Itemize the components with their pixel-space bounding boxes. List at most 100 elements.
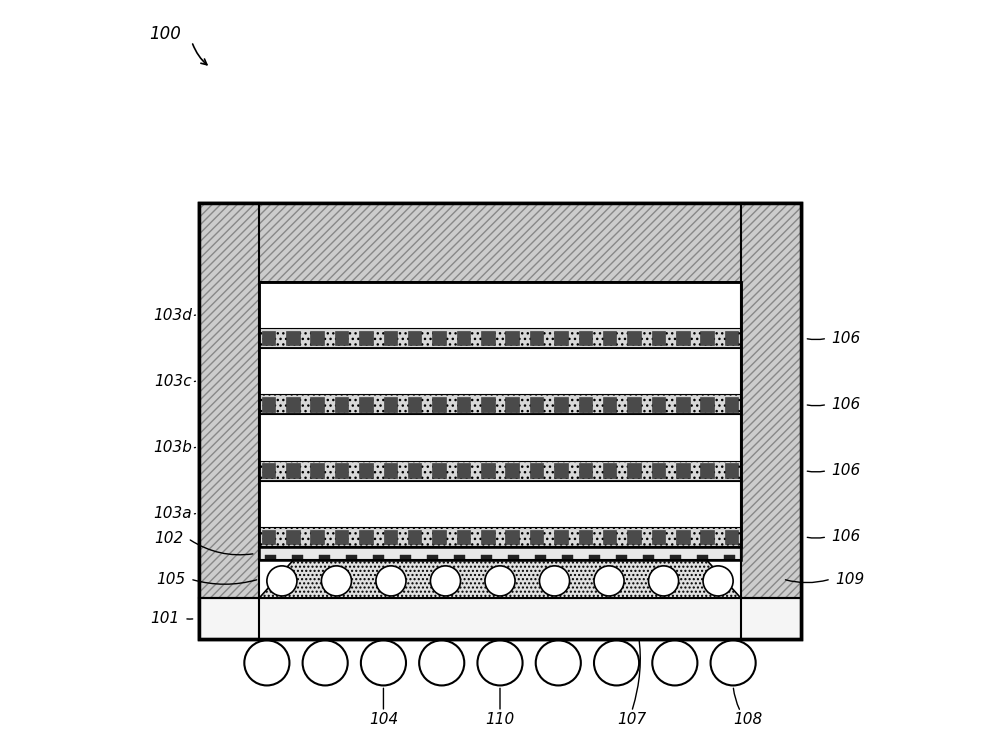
Bar	[670, 555, 681, 559]
Bar	[481, 331, 495, 345]
Bar	[432, 463, 446, 478]
Bar	[359, 529, 373, 544]
Bar	[505, 529, 519, 544]
Bar	[700, 529, 714, 544]
Bar	[259, 527, 741, 547]
Text: 102: 102	[154, 531, 184, 546]
Bar	[427, 555, 438, 559]
Bar	[603, 397, 616, 411]
Bar	[335, 397, 348, 411]
Bar	[199, 203, 259, 639]
Circle shape	[652, 641, 697, 686]
Circle shape	[419, 641, 464, 686]
Bar	[725, 529, 738, 544]
Bar	[457, 331, 470, 345]
Text: 106: 106	[831, 397, 861, 412]
Bar	[310, 529, 324, 544]
Circle shape	[649, 566, 679, 596]
Bar	[384, 397, 397, 411]
Bar	[259, 461, 741, 481]
Bar	[562, 555, 573, 559]
Bar	[676, 463, 690, 478]
Bar	[319, 555, 330, 559]
Bar	[259, 282, 741, 547]
Bar	[530, 331, 543, 345]
Text: 101: 101	[151, 611, 180, 626]
Bar	[643, 555, 654, 559]
Bar	[579, 463, 592, 478]
Text: 105: 105	[156, 572, 185, 587]
Bar	[627, 463, 641, 478]
Bar	[359, 331, 373, 345]
Bar	[554, 331, 568, 345]
Bar	[652, 463, 665, 478]
Bar	[259, 282, 741, 560]
Circle shape	[594, 641, 639, 686]
Bar	[481, 463, 495, 478]
Polygon shape	[259, 560, 741, 598]
Bar	[199, 203, 259, 639]
Bar	[579, 331, 592, 345]
Bar	[505, 331, 519, 345]
Bar	[481, 397, 495, 411]
Circle shape	[430, 566, 461, 596]
Bar	[259, 547, 741, 560]
Text: 100: 100	[149, 25, 181, 43]
Bar	[508, 555, 519, 559]
Bar	[335, 331, 348, 345]
Bar	[262, 463, 275, 478]
Bar	[454, 555, 465, 559]
Bar	[432, 529, 446, 544]
Bar	[457, 397, 470, 411]
Bar	[724, 555, 735, 559]
Circle shape	[267, 566, 297, 596]
Bar	[384, 331, 397, 345]
Bar	[700, 463, 714, 478]
Bar	[262, 397, 275, 411]
Bar	[259, 203, 741, 282]
Text: 108: 108	[734, 712, 763, 726]
Text: 103b: 103b	[153, 440, 192, 455]
Circle shape	[594, 566, 624, 596]
Circle shape	[539, 566, 570, 596]
Bar	[700, 331, 714, 345]
Bar	[199, 203, 801, 639]
Bar	[481, 529, 495, 544]
Text: 103d: 103d	[153, 308, 192, 323]
Bar	[286, 331, 300, 345]
Circle shape	[244, 641, 289, 686]
Bar	[259, 395, 741, 414]
Text: 106: 106	[831, 529, 861, 544]
Bar	[505, 463, 519, 478]
Text: 104: 104	[369, 712, 398, 726]
Circle shape	[703, 566, 733, 596]
Bar	[741, 203, 801, 639]
Circle shape	[321, 566, 351, 596]
Bar	[616, 555, 627, 559]
Text: 106: 106	[831, 331, 861, 346]
Bar	[286, 463, 300, 478]
Bar	[359, 463, 373, 478]
Bar	[265, 555, 276, 559]
Bar	[384, 463, 397, 478]
Bar	[286, 397, 300, 411]
Bar	[432, 397, 446, 411]
Bar	[700, 397, 714, 411]
Circle shape	[376, 566, 406, 596]
Bar	[259, 414, 741, 481]
Bar	[627, 529, 641, 544]
Bar	[554, 529, 568, 544]
Bar	[432, 331, 446, 345]
Bar	[259, 203, 741, 282]
Bar	[741, 203, 801, 639]
Bar	[408, 529, 421, 544]
Bar	[589, 555, 600, 559]
Bar	[310, 463, 324, 478]
Bar	[530, 463, 543, 478]
Circle shape	[711, 641, 756, 686]
Bar	[530, 397, 543, 411]
Bar	[697, 555, 708, 559]
Bar	[505, 397, 519, 411]
Bar	[310, 331, 324, 345]
Bar	[725, 331, 738, 345]
